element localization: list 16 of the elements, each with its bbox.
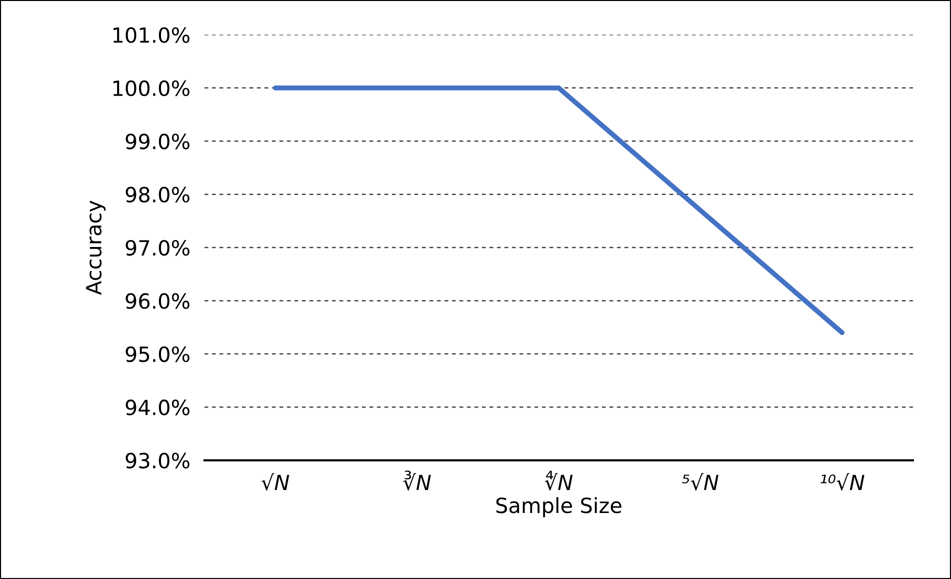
y-tick-label: 97.0% xyxy=(126,240,190,256)
x-tick-label: √N xyxy=(262,473,290,490)
y-tick-label: 95.0% xyxy=(126,346,190,362)
y-tick-label: 93.0% xyxy=(126,452,190,469)
y-tick-label: 100.0% xyxy=(113,80,190,96)
y-tick-label: 99.0% xyxy=(126,134,190,150)
x-tick-label: ∛N xyxy=(403,470,431,490)
y-axis-title: Accuracy xyxy=(86,200,106,295)
y-tick-label: 96.0% xyxy=(126,293,190,309)
x-axis-title: Sample Size xyxy=(496,497,622,518)
x-tick-label: ¹⁰√N xyxy=(820,473,864,490)
x-tick-label: ∜N xyxy=(544,470,573,490)
x-tick-label: ⁵√N xyxy=(682,473,718,490)
y-tick-label: 94.0% xyxy=(126,400,190,416)
y-tick-label: 101.0% xyxy=(113,27,190,43)
y-tick-label: 98.0% xyxy=(126,186,190,203)
